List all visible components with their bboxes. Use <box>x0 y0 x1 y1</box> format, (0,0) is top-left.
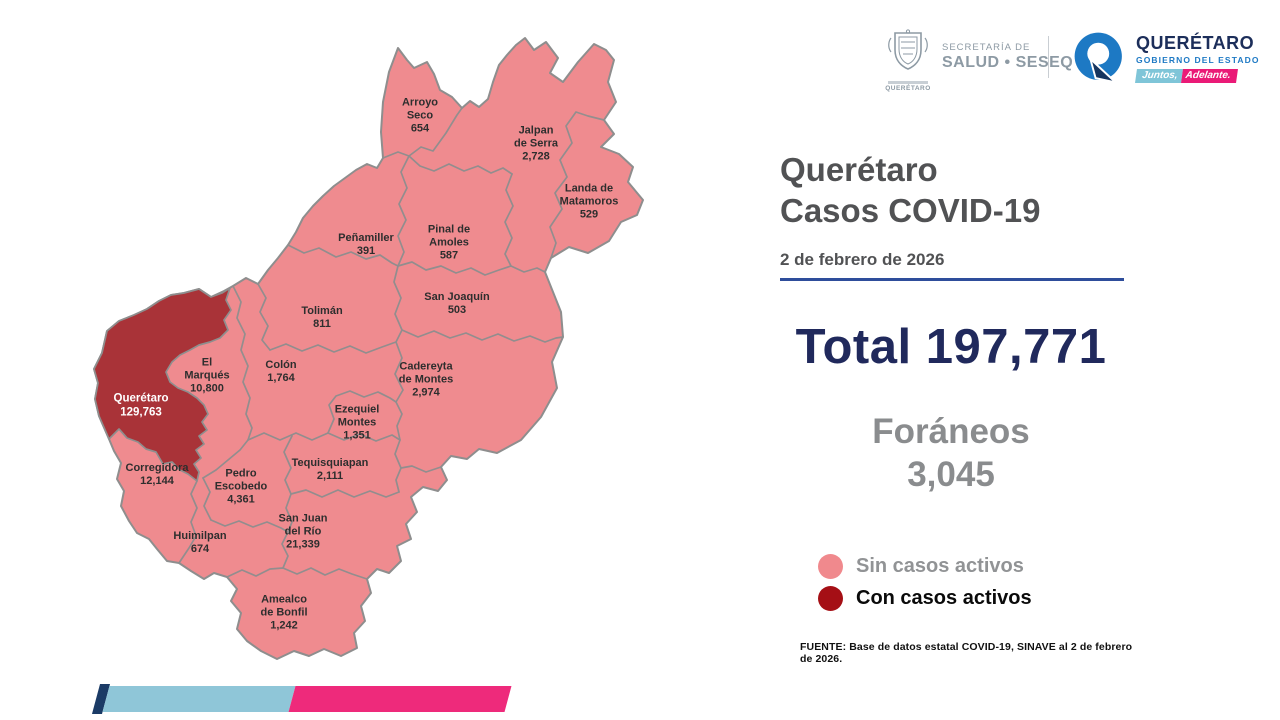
stripe-blue-segment <box>102 686 296 712</box>
legend-swatch-no-active <box>818 554 843 580</box>
report-date: 2 de febrero de 2026 <box>780 249 945 269</box>
stats-panel: Querétaro Casos COVID-19 2 de febrero de… <box>780 150 1124 618</box>
date-underline <box>780 277 1124 281</box>
shield-caption: QUERÉTARO <box>885 85 931 92</box>
foraneos-label: Foráneos <box>872 411 1030 451</box>
page-title: Querétaro Casos COVID-19 <box>780 150 1122 232</box>
salud-org-line2: SALUD • SESEQ <box>942 54 1074 71</box>
source-note: FUENTE: Base de datos estatal COVID-19, … <box>800 641 1133 665</box>
q-logo-icon <box>1074 32 1122 85</box>
stripe-pink-segment <box>288 686 512 712</box>
state-map <box>93 37 644 660</box>
legend-label-active: Con casos activos <box>856 587 1032 610</box>
total-label: Total <box>795 319 912 374</box>
total-value: 197,771 <box>925 319 1107 374</box>
slogan-juntos: Juntos, <box>1135 68 1183 83</box>
title-line2: Casos COVID-19 <box>780 191 1041 229</box>
slogan-adelante: Adelante. <box>1180 68 1238 83</box>
legend-row-active: Con casos activos <box>818 586 1122 612</box>
state-outline-shape <box>93 37 644 660</box>
coat-of-arms-icon <box>888 29 928 70</box>
footer-stripe <box>91 684 512 714</box>
estado-subtitle: GOBIERNO DEL ESTADO <box>1136 54 1260 65</box>
queretaro-municipality-shape <box>93 287 232 482</box>
estado-name: QUERÉTARO <box>1136 32 1255 53</box>
title-line1: Querétaro <box>780 151 938 188</box>
header-divider <box>1048 36 1049 78</box>
salud-org-line1: SECRETARÍA DE <box>942 42 1031 53</box>
legend-label-no-active: Sin casos activos <box>856 555 1024 578</box>
estado-logo: QUERÉTARO GOBIERNO DEL ESTADO Juntos, Ade… <box>1072 30 1260 86</box>
legend: Sin casos activos Con casos activos <box>818 554 1122 612</box>
salud-seseq-logo: QUERÉTARO SECRETARÍA DE SALUD • SESEQ <box>884 28 1073 92</box>
legend-row-no-active: Sin casos activos <box>818 554 1122 580</box>
logo-microtext-bar <box>888 81 928 84</box>
foraneos-block: Foráneos 3,045 <box>780 411 1122 496</box>
legend-swatch-active <box>818 586 843 612</box>
municipality-borders <box>178 107 605 580</box>
total-cases: Total 197,771 <box>780 319 1122 375</box>
foraneos-value: 3,045 <box>907 454 995 494</box>
estado-slogan: Juntos, Adelante. <box>1135 68 1238 83</box>
